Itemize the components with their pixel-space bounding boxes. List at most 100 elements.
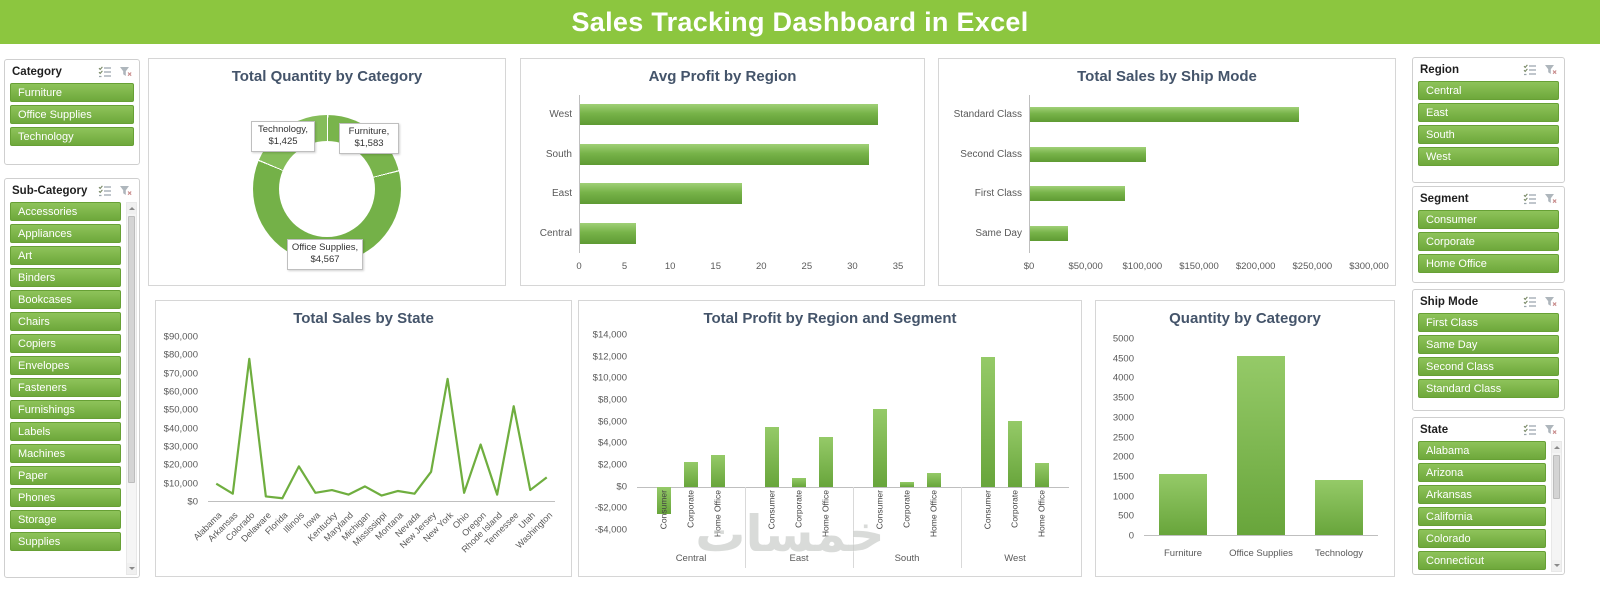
axis-tick-label: $50,000 <box>1068 261 1103 272</box>
slicer-title: Sub-Category <box>12 185 88 197</box>
multi-select-icon[interactable] <box>96 184 114 199</box>
slicer-item-appliances[interactable]: Appliances <box>10 224 121 243</box>
slicer-item-copiers[interactable]: Copiers <box>10 334 121 353</box>
axis-line <box>1029 95 1030 253</box>
axis-group-label: East <box>789 553 809 564</box>
slicer-item-art[interactable]: Art <box>10 246 121 265</box>
slicer-item-west[interactable]: West <box>1418 147 1559 166</box>
scrollbar[interactable] <box>126 202 137 575</box>
axis-tick-label: 3500 <box>1112 392 1134 404</box>
axis-tick-label: $50,000 <box>163 404 198 416</box>
slicer-item-paper[interactable]: Paper <box>10 466 121 485</box>
slicer-item-central[interactable]: Central <box>1418 81 1559 100</box>
multi-select-icon[interactable] <box>96 65 114 80</box>
slicer-title: Ship Mode <box>1420 296 1479 308</box>
slicer-item-california[interactable]: California <box>1418 507 1546 526</box>
axis-tick-label: -$4,000 <box>594 524 627 536</box>
chart-body: $0 $10,000 $20,000 $30,000 $40,000 $50,000 $60… <box>156 301 571 576</box>
slicer-item-second-class[interactable]: Second Class <box>1418 357 1559 376</box>
multi-select-icon[interactable] <box>1521 192 1539 207</box>
slicer-item-binders[interactable]: Binders <box>10 268 121 287</box>
slicer-item-bookcases[interactable]: Bookcases <box>10 290 121 309</box>
chart-title: Quantity by Category <box>1169 310 1321 327</box>
axis-tick-label: 5 <box>621 261 628 272</box>
clear-filter-icon[interactable] <box>1541 423 1559 438</box>
clear-filter-icon[interactable] <box>1541 295 1559 310</box>
slicer-item-fasteners[interactable]: Fasteners <box>10 378 121 397</box>
axis-tick-label: $12,000 <box>592 351 627 363</box>
slicer-item-colorado[interactable]: Colorado <box>1418 529 1546 548</box>
slicer-item-office-supplies[interactable]: Office Supplies <box>10 105 134 124</box>
axis-tick-label: $6,000 <box>597 416 627 428</box>
chart-body: West South East Central 0 5 10 15 20 25 30 35 <box>521 59 924 285</box>
slicer-item-alabama[interactable]: Alabama <box>1418 441 1546 460</box>
axis-tick-label: $14,000 <box>592 329 627 341</box>
axis-tick-label: 30 <box>847 261 858 272</box>
bar-east-consumer <box>765 427 779 487</box>
slicer-item-first-class[interactable]: First Class <box>1418 313 1559 332</box>
slicer-item-storage[interactable]: Storage <box>10 510 121 529</box>
scroll-down-icon[interactable] <box>127 563 136 574</box>
clear-filter-icon[interactable] <box>1541 63 1559 78</box>
axis-tick-label: 1500 <box>1112 471 1134 483</box>
scrollbar-thumb[interactable] <box>1553 455 1560 499</box>
multi-select-icon[interactable] <box>1521 63 1539 78</box>
axis-series-label: Corporate <box>793 489 804 528</box>
chart-total-sales-by-ship-mode: Total Sales by Ship Mode Standard Class S… <box>938 58 1396 286</box>
slicer-item-list: First Class Same Day Second Class Standard … <box>1413 312 1564 398</box>
slicer-item-chairs[interactable]: Chairs <box>10 312 121 331</box>
slicer-item-east[interactable]: East <box>1418 103 1559 122</box>
slicer-item-accessories[interactable]: Accessories <box>10 202 121 221</box>
chart-title: Total Sales by State <box>293 310 434 327</box>
plot-area: Standard Class Second Class First Class Sam… <box>951 95 1369 253</box>
chart-total-quantity-by-category: Total Quantity by Category Furniture, $1… <box>148 58 506 286</box>
slicer-item-labels[interactable]: Labels <box>10 422 121 441</box>
slicer-item-furniture[interactable]: Furniture <box>10 83 134 102</box>
scroll-down-icon[interactable] <box>1552 560 1561 571</box>
scrollbar-thumb[interactable] <box>128 216 135 484</box>
clear-filter-icon[interactable] <box>116 65 134 80</box>
axis-tick-label: $40,000 <box>163 423 198 435</box>
slicer-item-furnishings[interactable]: Furnishings <box>10 400 121 419</box>
slicer-item-machines[interactable]: Machines <box>10 444 121 463</box>
slicer-item-home-office[interactable]: Home Office <box>1418 254 1559 273</box>
slicer-tools <box>1521 63 1559 78</box>
slicer-item-south[interactable]: South <box>1418 125 1559 144</box>
slicer-tools <box>1521 192 1559 207</box>
slicer-item-supplies[interactable]: Supplies <box>10 532 121 551</box>
slicer-tools <box>1521 295 1559 310</box>
scroll-up-icon[interactable] <box>127 203 136 214</box>
clear-filter-icon[interactable] <box>116 184 134 199</box>
chart-body: -$4,000 -$2,000 $0 $2,000 $4,000 $6,000 $8,000… <box>579 301 1081 576</box>
multi-select-icon[interactable] <box>1521 423 1539 438</box>
slicer-item-corporate[interactable]: Corporate <box>1418 232 1559 251</box>
scroll-up-icon[interactable] <box>1552 442 1561 453</box>
axis-tick-label: 1000 <box>1112 491 1134 503</box>
axis-tick-label: $2,000 <box>597 459 627 471</box>
slicer-item-envelopes[interactable]: Envelopes <box>10 356 121 375</box>
bar-furniture <box>1159 474 1207 535</box>
axis-tick-label: $300,000 <box>1349 261 1389 272</box>
chart-body: 0 500 1000 1500 2000 2500 3000 3500 4000 4500 5000… <box>1096 301 1394 576</box>
slicer-item-consumer[interactable]: Consumer <box>1418 210 1559 229</box>
bar-west-consumer <box>981 356 995 487</box>
slicer-item-phones[interactable]: Phones <box>10 488 121 507</box>
slicer-title: Region <box>1420 64 1459 76</box>
slicer-header: Region <box>1413 58 1564 80</box>
slicer-item-list: Furniture Office Supplies Technology <box>5 82 139 146</box>
slicer-title: Segment <box>1420 193 1469 205</box>
slicer-item-standard-class[interactable]: Standard Class <box>1418 379 1559 398</box>
bar-east-home-office <box>819 436 833 487</box>
axis-series-label: Corporate <box>685 489 696 528</box>
slicer-item-arizona[interactable]: Arizona <box>1418 463 1546 482</box>
slicer-item-connecticut[interactable]: Connecticut <box>1418 551 1546 570</box>
clear-filter-icon[interactable] <box>1541 192 1559 207</box>
axis-tick-label: 2500 <box>1112 432 1134 443</box>
slicer-item-arkansas[interactable]: Arkansas <box>1418 485 1546 504</box>
multi-select-icon[interactable] <box>1521 295 1539 310</box>
scrollbar[interactable] <box>1551 441 1562 572</box>
slicer-item-same-day[interactable]: Same Day <box>1418 335 1559 354</box>
axis-category-label: Office Supplies <box>1229 548 1293 559</box>
axis-tick-label: 15 <box>710 261 721 272</box>
slicer-item-technology[interactable]: Technology <box>10 127 134 146</box>
